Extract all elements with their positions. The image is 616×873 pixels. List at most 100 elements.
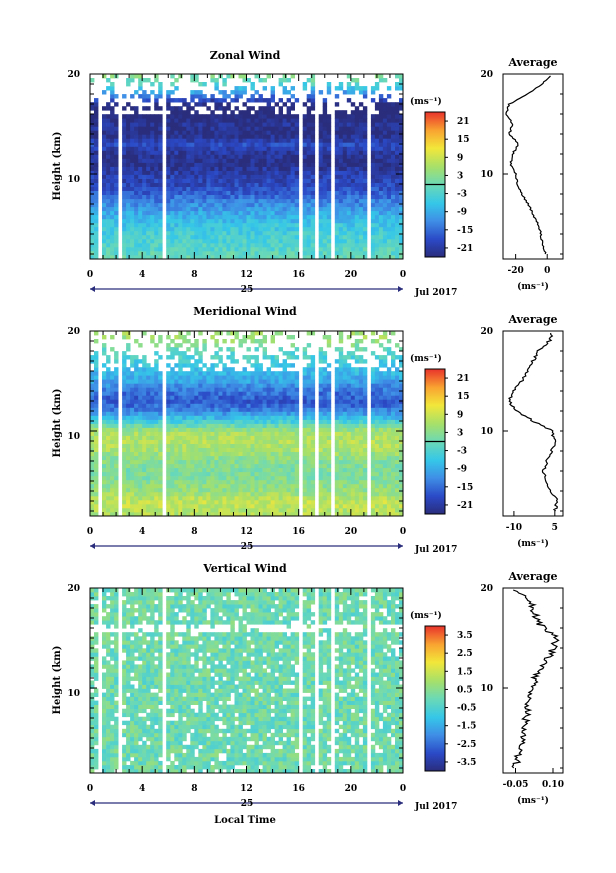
heatmap-cell xyxy=(198,379,203,384)
heatmap-cell xyxy=(202,166,207,171)
heatmap-cell xyxy=(294,166,300,171)
heatmap-cell xyxy=(234,503,239,509)
time-line xyxy=(90,286,403,292)
heatmap-cell xyxy=(370,166,376,171)
heatmap-cell xyxy=(286,222,291,228)
heatmap-cell xyxy=(170,146,175,151)
heatmap-cell xyxy=(130,471,135,477)
heatmap-cell xyxy=(202,238,207,244)
heatmap-cell xyxy=(126,114,131,119)
heatmap-cell xyxy=(90,475,95,481)
heatmap-cell xyxy=(166,463,171,469)
heatmap-cell xyxy=(106,419,111,424)
heatmap-cell xyxy=(134,427,139,432)
heatmap-cell xyxy=(302,206,308,212)
heatmap-cell xyxy=(182,355,187,360)
heatmap-cell xyxy=(138,475,143,481)
heatmap-cell xyxy=(270,86,275,91)
heatmap-cell xyxy=(134,206,139,212)
heatmap-cell xyxy=(138,443,143,448)
heatmap-cell xyxy=(174,459,179,465)
heatmap-cell xyxy=(258,186,263,191)
heatmap-cell xyxy=(174,487,179,493)
heatmap-cell xyxy=(150,182,155,187)
heatmap-cell xyxy=(178,234,183,240)
heatmap-cell xyxy=(190,174,195,179)
heatmap-cell xyxy=(302,194,308,200)
heatmap-cell xyxy=(150,222,155,228)
heatmap-cell xyxy=(122,126,127,131)
heatmap-cell xyxy=(150,399,155,404)
heatmap-cell xyxy=(94,411,99,416)
heatmap-cell xyxy=(334,190,340,195)
heatmap-cell xyxy=(158,499,163,505)
heatmap-cell xyxy=(150,214,155,220)
heatmap-cell xyxy=(382,174,388,179)
heatmap-cell xyxy=(238,439,243,444)
heatmap-cell xyxy=(338,194,344,200)
heatmap-cell xyxy=(338,198,344,204)
heatmap-cell xyxy=(399,106,404,111)
heatmap-cell xyxy=(350,78,356,83)
heatmap-cell xyxy=(358,158,364,163)
heatmap-cell xyxy=(122,198,127,204)
heatmap-cell xyxy=(234,379,239,384)
heatmap-cell xyxy=(214,467,219,473)
heatmap-cell xyxy=(222,230,227,236)
heatmap-cell xyxy=(282,122,287,127)
heatmap-cell xyxy=(246,126,251,131)
heatmap-cell xyxy=(234,391,239,396)
heatmap-cell xyxy=(94,359,99,364)
heatmap-cell xyxy=(286,499,291,505)
heatmap-cell xyxy=(114,447,119,452)
heatmap-cell xyxy=(282,363,287,368)
heatmap-cell xyxy=(150,122,155,127)
heatmap-cell xyxy=(206,383,211,388)
heatmap-cell xyxy=(294,194,300,200)
heatmap-cell xyxy=(230,508,235,513)
heatmap-cell xyxy=(246,455,251,461)
heatmap-cell xyxy=(278,162,283,167)
heatmap-cell xyxy=(130,443,135,448)
heatmap-cell xyxy=(170,154,175,159)
heatmap-cell xyxy=(254,499,259,505)
heatmap-cell xyxy=(282,118,287,123)
heatmap-cell xyxy=(190,363,195,368)
heatmap-cell xyxy=(166,483,171,489)
heatmap-cell xyxy=(278,395,283,400)
heatmap-cell xyxy=(154,162,159,167)
heatmap-cell xyxy=(178,238,183,244)
heatmap-cell xyxy=(174,391,179,396)
heatmap-cell xyxy=(126,483,131,489)
heatmap-cell xyxy=(126,347,131,352)
heatmap-cell xyxy=(110,508,115,513)
heatmap-cell xyxy=(258,154,263,159)
heatmap-cell xyxy=(134,226,139,232)
heatmap-cell xyxy=(106,238,111,244)
heatmap-cell xyxy=(194,246,199,252)
heatmap-cell xyxy=(126,226,131,232)
heatmap-cell xyxy=(90,387,95,392)
heatmap-cell xyxy=(150,491,155,497)
heatmap-cell xyxy=(146,210,151,216)
heatmap-cell xyxy=(134,162,139,167)
heatmap-cell xyxy=(262,479,267,485)
heatmap-cell xyxy=(142,479,147,485)
heatmap-cell xyxy=(230,178,235,183)
heatmap-cell xyxy=(230,503,235,509)
heatmap-cell xyxy=(254,508,259,513)
heatmap-cell xyxy=(326,246,332,252)
heatmap-cell xyxy=(130,495,135,501)
heatmap-cell xyxy=(138,499,143,505)
heatmap-cell xyxy=(206,491,211,497)
heatmap-cell xyxy=(166,158,171,163)
heatmap-cell xyxy=(242,483,247,489)
heatmap-cell xyxy=(322,158,328,163)
heatmap-cell xyxy=(234,375,239,380)
heatmap-cell xyxy=(374,198,380,204)
heatmap-cell xyxy=(310,138,316,143)
heatmap-cell xyxy=(399,218,404,224)
heatmap-cell xyxy=(214,130,219,135)
heatmap-cell xyxy=(274,122,279,127)
heatmap-cell xyxy=(274,214,279,220)
